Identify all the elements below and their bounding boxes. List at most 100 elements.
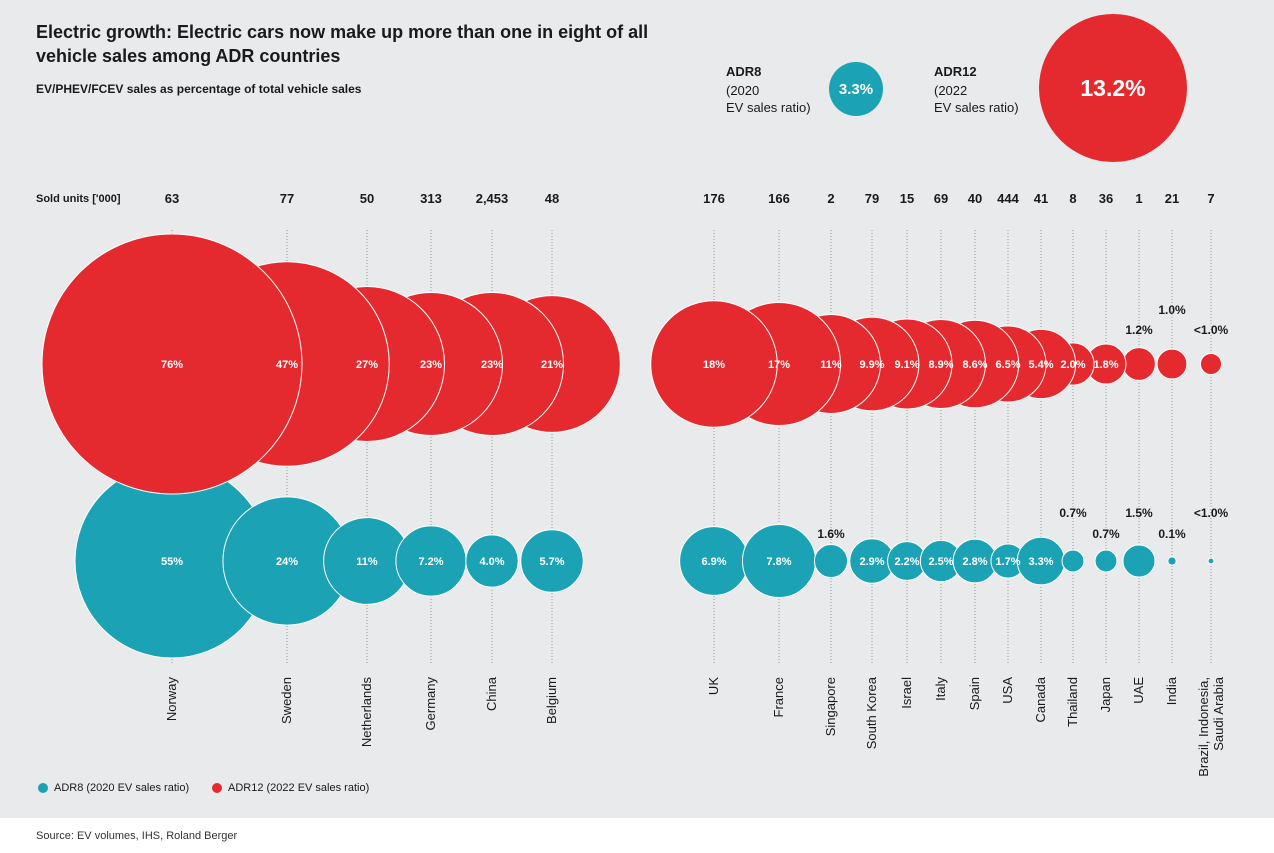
adr12-label-japan: 1.8% bbox=[1093, 359, 1118, 371]
country-label-sweden: Sweden bbox=[279, 677, 294, 724]
adr12-label-france: 17% bbox=[768, 359, 790, 371]
adr8-label-brazil-indonesia-saudi-arabia: <1.0% bbox=[1194, 506, 1229, 520]
adr8-label-india: 0.1% bbox=[1158, 527, 1186, 541]
country-label-spain: Spain bbox=[967, 677, 982, 710]
adr12-label-uae: 1.2% bbox=[1125, 323, 1153, 337]
sold-units-usa: 444 bbox=[997, 191, 1019, 206]
adr8-bubble-uae bbox=[1122, 544, 1156, 578]
country-label-israel: Israel bbox=[899, 677, 914, 709]
adr8-kpi-name: ADR8 bbox=[726, 64, 762, 79]
adr8-label-israel: 2.2% bbox=[894, 556, 919, 568]
sold-units-france: 166 bbox=[768, 191, 790, 206]
adr8-bubble-brazil-indonesia-saudi-arabia bbox=[1207, 557, 1215, 565]
adr12-bubble-uk bbox=[650, 300, 778, 428]
bubble-chart: Sold units ['000] 63 76% 55% Norway 77 47% 24% S… bbox=[36, 191, 1229, 777]
adr8-label-uk: 6.9% bbox=[701, 556, 726, 568]
country-label-france: France bbox=[771, 677, 786, 717]
sold-units-netherlands: 50 bbox=[360, 191, 374, 206]
sold-units-japan: 36 bbox=[1099, 191, 1113, 206]
adr8-label-canada: 3.3% bbox=[1028, 556, 1053, 568]
legend-label-adr8: ADR8 (2020 EV sales ratio) bbox=[54, 782, 190, 794]
adr12-bubble-brazil-indonesia-saudi-arabia bbox=[1199, 352, 1223, 376]
legend-label-adr12: ADR12 (2022 EV sales ratio) bbox=[228, 782, 370, 794]
sold-units-norway: 63 bbox=[165, 191, 179, 206]
adr12-kpi-year: (2022 bbox=[934, 83, 968, 98]
sold-units-uae: 1 bbox=[1135, 191, 1142, 206]
sold-units-israel: 15 bbox=[900, 191, 914, 206]
sold-units-china: 2,453 bbox=[476, 191, 509, 206]
sold-units-italy: 69 bbox=[934, 191, 948, 206]
sold-units-brazil-indonesia-saudi-arabia: 7 bbox=[1207, 191, 1214, 206]
adr8-bubble-india bbox=[1167, 556, 1177, 566]
country-label-japan: Japan bbox=[1098, 677, 1113, 712]
adr12-label-italy: 8.9% bbox=[928, 359, 953, 371]
adr12-label-sweden: 47% bbox=[276, 359, 298, 371]
adr12-label-netherlands: 27% bbox=[356, 359, 378, 371]
adr12-label-india: 1.0% bbox=[1158, 303, 1186, 317]
adr8-kpi-desc: EV sales ratio) bbox=[726, 100, 811, 115]
sold-units-canada: 41 bbox=[1034, 191, 1048, 206]
adr12-label-norway: 76% bbox=[161, 359, 183, 371]
legend-swatch-adr8 bbox=[38, 783, 48, 793]
adr8-label-japan: 0.7% bbox=[1092, 527, 1120, 541]
adr8-label-usa: 1.7% bbox=[995, 556, 1020, 568]
sold-units-sweden: 77 bbox=[280, 191, 294, 206]
adr12-label-singapore: 11% bbox=[820, 359, 842, 371]
adr8-bubble-japan bbox=[1094, 549, 1118, 573]
adr8-label-norway: 55% bbox=[161, 556, 183, 568]
country-label-usa: USA bbox=[1000, 677, 1015, 704]
adr12-kpi-desc: EV sales ratio) bbox=[934, 100, 1019, 115]
adr12-bubble-uae bbox=[1122, 347, 1156, 381]
adr8-label-thailand: 0.7% bbox=[1059, 506, 1087, 520]
adr8-label-italy: 2.5% bbox=[928, 556, 953, 568]
adr8-kpi-bubble: 3.3% bbox=[829, 62, 883, 116]
country-label-thailand: Thailand bbox=[1065, 677, 1080, 727]
sold-units-uk: 176 bbox=[703, 191, 725, 206]
adr12-label-belgium: 21% bbox=[541, 359, 563, 371]
country-label-south-korea: South Korea bbox=[864, 676, 879, 749]
country-label-belgium: Belgium bbox=[544, 677, 559, 724]
adr12-label-canada: 5.4% bbox=[1028, 359, 1053, 371]
adr8-label-south-korea: 2.9% bbox=[859, 556, 884, 568]
adr8-label-singapore: 1.6% bbox=[817, 527, 845, 541]
adr12-label-brazil-indonesia-saudi-arabia: <1.0% bbox=[1194, 323, 1229, 337]
sold-units-south-korea: 79 bbox=[865, 191, 879, 206]
adr8-bubble-thailand bbox=[1061, 549, 1085, 573]
sold-units-singapore: 2 bbox=[827, 191, 834, 206]
adr8-bubble-singapore bbox=[813, 543, 849, 579]
country-label-china: China bbox=[484, 676, 499, 711]
adr12-label-spain: 8.6% bbox=[962, 359, 987, 371]
adr12-kpi-bubble: 13.2% bbox=[1039, 14, 1187, 162]
adr8-label-belgium: 5.7% bbox=[539, 556, 564, 568]
adr12-bubble-norway bbox=[41, 233, 303, 495]
adr8-bubble-china bbox=[465, 534, 519, 588]
sold-units-india: 21 bbox=[1165, 191, 1179, 206]
adr12-label-thailand: 2.0% bbox=[1060, 359, 1085, 371]
adr8-label-uae: 1.5% bbox=[1125, 506, 1153, 520]
adr8-label-france: 7.8% bbox=[766, 556, 791, 568]
adr12-label-uk: 18% bbox=[703, 359, 725, 371]
adr12-label-israel: 9.1% bbox=[894, 359, 919, 371]
country-label-singapore: Singapore bbox=[823, 677, 838, 736]
adr8-label-spain: 2.8% bbox=[962, 556, 987, 568]
adr12-bubble-india bbox=[1156, 348, 1188, 380]
country-label-canada: Canada bbox=[1033, 676, 1048, 722]
chart-subtitle: EV/PHEV/FCEV sales as percentage of tota… bbox=[36, 82, 362, 96]
adr8-bubble-belgium bbox=[520, 529, 584, 593]
adr8-label-netherlands: 11% bbox=[356, 556, 378, 568]
country-label-norway: Norway bbox=[164, 677, 179, 722]
country-label-netherlands: Netherlands bbox=[359, 677, 374, 748]
adr12-label-south-korea: 9.9% bbox=[859, 359, 884, 371]
country-label-italy: Italy bbox=[933, 677, 948, 701]
source-note: Source: EV volumes, IHS, Roland Berger bbox=[36, 830, 238, 842]
country-label-uae: UAE bbox=[1131, 677, 1146, 704]
country-label-india: India bbox=[1164, 676, 1179, 705]
adr8-label-sweden: 24% bbox=[276, 556, 298, 568]
legend-adr8: ADR8 (2020 EV sales ratio) bbox=[38, 782, 189, 794]
country-label-brazil-indonesia-saudi-arabia: Brazil, Indonesia,Saudi Arabia bbox=[1196, 676, 1226, 776]
sold-units-label: Sold units ['000] bbox=[36, 193, 121, 205]
adr12-kpi-name: ADR12 bbox=[934, 64, 977, 79]
country-label-uk: UK bbox=[706, 677, 721, 695]
legend-adr12: ADR12 (2022 EV sales ratio) bbox=[212, 782, 369, 794]
adr8-label-china: 4.0% bbox=[479, 556, 504, 568]
